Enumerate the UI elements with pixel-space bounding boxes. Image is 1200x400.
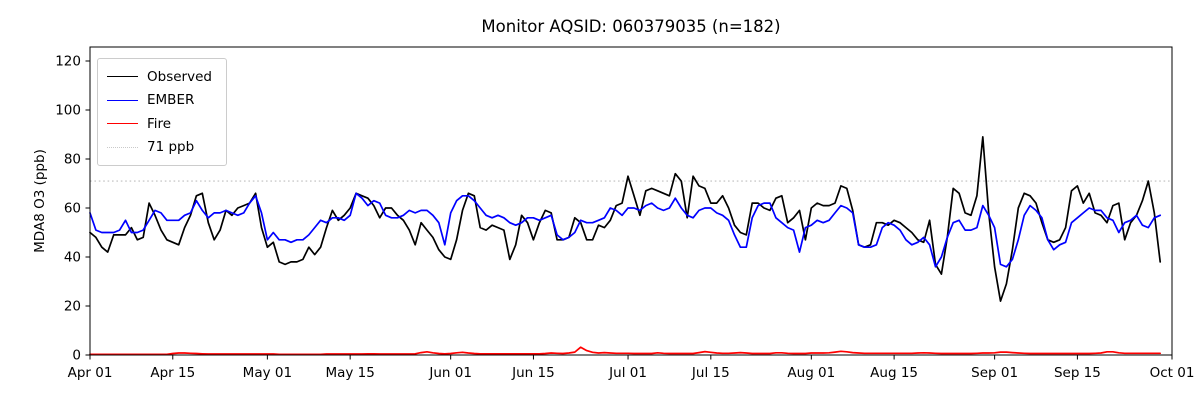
svg-text:60: 60 bbox=[64, 201, 81, 217]
svg-text:May 01: May 01 bbox=[243, 365, 292, 381]
chart-title: Monitor AQSID: 060379035 (n=182) bbox=[481, 17, 781, 36]
svg-text:Jul 01: Jul 01 bbox=[608, 365, 647, 381]
legend-item-observed: Observed bbox=[107, 65, 212, 89]
svg-text:Apr 01: Apr 01 bbox=[68, 365, 113, 381]
svg-text:100: 100 bbox=[55, 103, 81, 119]
svg-text:80: 80 bbox=[64, 152, 81, 168]
legend-item-fire: Fire bbox=[107, 112, 212, 136]
legend: Observed EMBER Fire 71 ppb bbox=[97, 58, 227, 166]
legend-label: Fire bbox=[147, 115, 172, 132]
observed-line-swatch bbox=[107, 76, 138, 78]
svg-text:Aug 15: Aug 15 bbox=[870, 365, 918, 381]
svg-text:Apr 15: Apr 15 bbox=[150, 365, 195, 381]
legend-label: 71 ppb bbox=[147, 139, 195, 156]
svg-text:Sep 01: Sep 01 bbox=[971, 365, 1018, 381]
legend-item-ember: EMBER bbox=[107, 89, 212, 113]
svg-text:Jun 15: Jun 15 bbox=[511, 365, 555, 381]
svg-text:40: 40 bbox=[64, 250, 81, 266]
svg-text:Oct 01: Oct 01 bbox=[1150, 365, 1195, 381]
svg-text:20: 20 bbox=[64, 299, 81, 315]
svg-text:Sep 15: Sep 15 bbox=[1054, 365, 1101, 381]
svg-text:Aug 01: Aug 01 bbox=[787, 365, 835, 381]
svg-text:Jun 01: Jun 01 bbox=[428, 365, 472, 381]
svg-text:120: 120 bbox=[55, 54, 81, 70]
legend-label: Observed bbox=[147, 68, 212, 85]
svg-text:0: 0 bbox=[72, 348, 81, 364]
ember-line-swatch bbox=[107, 99, 138, 101]
legend-label: EMBER bbox=[147, 92, 195, 109]
legend-item-threshold: 71 ppb bbox=[107, 136, 212, 160]
svg-text:May 15: May 15 bbox=[325, 365, 374, 381]
svg-text:Jul 15: Jul 15 bbox=[691, 365, 730, 381]
fire-line-swatch bbox=[107, 123, 138, 125]
threshold-line-swatch bbox=[107, 146, 138, 148]
